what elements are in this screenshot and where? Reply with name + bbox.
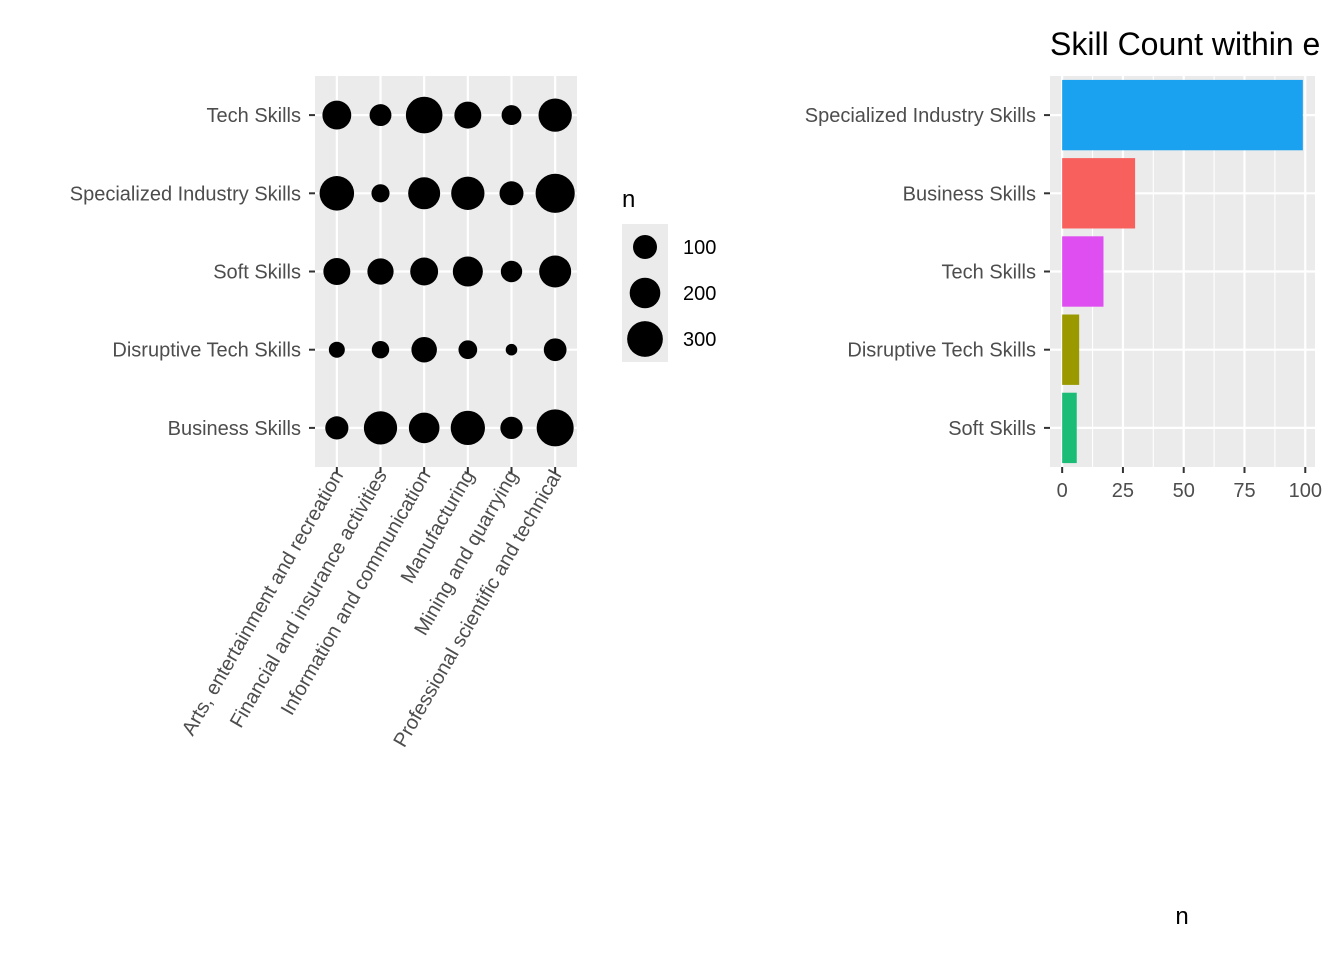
- bubble-y-tick-label-business-skills: Business Skills: [168, 418, 301, 440]
- size-legend-label-200: 200: [683, 283, 716, 305]
- bar-y-tick-label-disruptive-tech-skills: Disruptive Tech Skills: [847, 340, 1036, 362]
- bubble-point-tech-skills-2: [369, 104, 392, 127]
- bubble-point-specialized-industry-skills-4: [451, 176, 485, 210]
- bar-y-tick-label-tech-skills: Tech Skills: [942, 262, 1036, 284]
- bubble-point-tech-skills-6: [538, 98, 572, 132]
- size-legend-label-300: 300: [683, 329, 716, 351]
- bubble-point-business-skills-1: [325, 416, 349, 440]
- bar-business-skills: [1062, 158, 1136, 229]
- bubble-point-soft-skills-3: [410, 257, 439, 286]
- bubble-point-tech-skills-4: [454, 101, 482, 129]
- size-legend-key-200: [629, 277, 661, 309]
- bar-x-tick-label-100: 100: [1289, 480, 1322, 502]
- bar-y-tick-label-business-skills: Business Skills: [903, 183, 1036, 205]
- size-legend-label-100: 100: [683, 237, 716, 259]
- bubble-point-disruptive-tech-skills-5: [505, 343, 518, 356]
- bubble-point-tech-skills-5: [501, 105, 522, 126]
- bubble-point-specialized-industry-skills-5: [499, 181, 524, 206]
- size-legend-key-300: [627, 321, 663, 357]
- bubble-point-specialized-industry-skills-3: [408, 177, 441, 210]
- bubble-y-tick-label-specialized-industry-skills: Specialized Industry Skills: [70, 183, 301, 205]
- bubble-point-disruptive-tech-skills-6: [543, 338, 567, 362]
- bubble-point-tech-skills-3: [405, 96, 443, 134]
- bubble-y-tick-label-disruptive-tech-skills: Disruptive Tech Skills: [112, 340, 301, 362]
- bubble-y-tick-label-tech-skills: Tech Skills: [207, 105, 301, 127]
- bar-soft-skills: [1062, 392, 1077, 464]
- bubble-point-soft-skills-2: [367, 258, 394, 285]
- bubble-point-business-skills-3: [408, 412, 440, 444]
- bubble-point-specialized-industry-skills-1: [319, 176, 355, 211]
- size-legend: n 100 200 300: [622, 186, 716, 362]
- bar-y-tick-label-soft-skills: Soft Skills: [948, 418, 1036, 440]
- bubble-point-business-skills-2: [363, 411, 398, 445]
- bubble-point-soft-skills-4: [452, 256, 483, 287]
- bubble-point-soft-skills-1: [323, 258, 351, 285]
- bar-chart-title: Skill Count within e: [1050, 26, 1320, 62]
- bubble-point-soft-skills-5: [500, 260, 523, 283]
- bubble-point-business-skills-5: [500, 416, 523, 440]
- bubble-point-disruptive-tech-skills-3: [411, 336, 437, 363]
- bar-disruptive-tech-skills: [1062, 314, 1080, 385]
- bubble-point-specialized-industry-skills-2: [371, 184, 390, 203]
- bar-x-tick-label-50: 50: [1173, 480, 1195, 502]
- bar-specialized-industry-skills: [1062, 79, 1303, 151]
- size-legend-title: n: [622, 186, 635, 213]
- bar-chart: Specialized Industry Skills Business Skil…: [805, 26, 1322, 930]
- bar-tech-skills: [1062, 236, 1104, 307]
- bubble-point-tech-skills-1: [322, 100, 352, 130]
- bar-x-axis-title: n: [1175, 903, 1188, 930]
- size-legend-key-100: [633, 235, 657, 259]
- bar-y-tick-label-specialized-industry-skills: Specialized Industry Skills: [805, 105, 1036, 127]
- bar-x-tick-label-25: 25: [1112, 480, 1134, 502]
- bubble-point-specialized-industry-skills-6: [535, 173, 575, 213]
- bar-x-tick-label-75: 75: [1233, 480, 1255, 502]
- bubble-y-tick-label-soft-skills: Soft Skills: [213, 262, 301, 284]
- bubble-x-tick-labels: Arts, entertainment and recreationFinanc…: [178, 466, 567, 750]
- bar-x-tick-label-0: 0: [1057, 480, 1068, 502]
- bubble-point-disruptive-tech-skills-4: [458, 340, 478, 360]
- bubble-point-business-skills-4: [450, 410, 485, 446]
- bubble-point-disruptive-tech-skills-2: [371, 340, 390, 359]
- bubble-chart: Business Skills Disruptive Tech Skills Sof…: [70, 76, 716, 751]
- bubble-point-soft-skills-6: [539, 255, 572, 288]
- bubble-point-disruptive-tech-skills-1: [328, 341, 345, 358]
- bubble-point-business-skills-6: [536, 409, 574, 447]
